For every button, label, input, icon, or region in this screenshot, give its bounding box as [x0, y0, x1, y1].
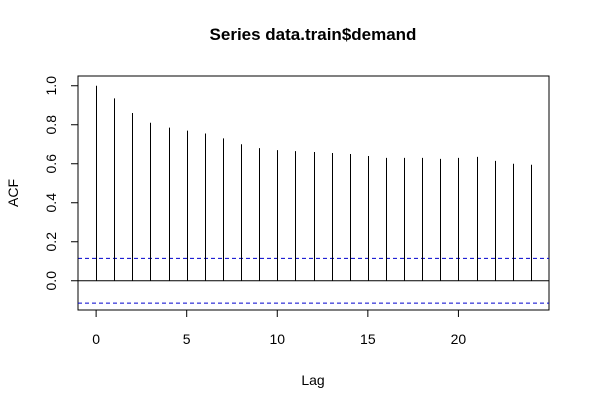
y-axis-label: ACF: [5, 179, 21, 207]
plot-marks: [78, 85, 549, 304]
y-tick-label: 0.6: [43, 154, 59, 174]
x-tick-label: 0: [92, 331, 100, 347]
y-tick-label: 1.0: [43, 76, 59, 96]
x-tick-label: 15: [360, 331, 376, 347]
y-tick-label: 0.0: [43, 271, 59, 291]
y-tick-label: 0.2: [43, 232, 59, 252]
x-tick-label: 5: [183, 331, 191, 347]
y-axis: 0.0 0.2 0.4 0.6 0.8 1.0: [43, 76, 79, 291]
plot-frame: [77, 75, 550, 311]
y-tick-label: 0.4: [43, 193, 59, 213]
x-tick-label: 20: [451, 331, 467, 347]
chart-title: Series data.train$demand: [210, 25, 417, 44]
y-tick-label: 0.8: [43, 115, 59, 135]
x-axis-label: Lag: [301, 372, 324, 388]
x-axis: 0 5 10 15 20: [92, 309, 467, 347]
x-tick-label: 10: [269, 331, 285, 347]
